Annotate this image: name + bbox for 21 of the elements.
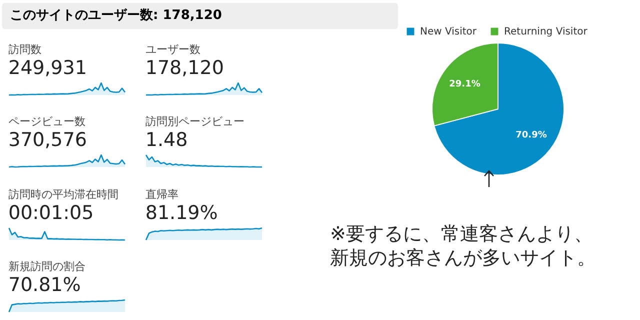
chart-title: 訪問別ページビュー bbox=[145, 115, 244, 128]
chart-subtitle: 81.19% bbox=[145, 202, 218, 224]
data-label: 70.9% bbox=[516, 130, 547, 141]
chart-title: ページビュー数 bbox=[8, 115, 86, 128]
chart-subtitle: 249,931 bbox=[8, 57, 87, 79]
legend-label: Returning Visitor bbox=[504, 26, 588, 38]
chart-subtitle: 1.48 bbox=[145, 129, 188, 151]
legend-label: New Visitor bbox=[420, 26, 478, 38]
chart-title: 訪問時の平均滞在時間 bbox=[8, 188, 118, 201]
chart-subtitle: 70.81% bbox=[8, 274, 81, 296]
chart-title: 直帰率 bbox=[145, 188, 178, 201]
text: このサイトのユーザー数: 178,120 bbox=[10, 8, 222, 23]
data-label: 29.1% bbox=[449, 79, 480, 90]
chart-title: 訪問数 bbox=[8, 43, 42, 56]
chart-subtitle: 178,120 bbox=[145, 57, 224, 79]
pie-slice bbox=[434, 42, 564, 176]
chart-subtitle: 00:01:05 bbox=[8, 202, 94, 224]
text: ※要するに、常連客さんより、新規のお客さんが多いサイト。 bbox=[330, 222, 597, 270]
chart-subtitle: 370,576 bbox=[8, 129, 87, 151]
chart-title: 新規訪問の割合 bbox=[8, 260, 86, 273]
chart-title: ユーザー数 bbox=[145, 43, 200, 56]
